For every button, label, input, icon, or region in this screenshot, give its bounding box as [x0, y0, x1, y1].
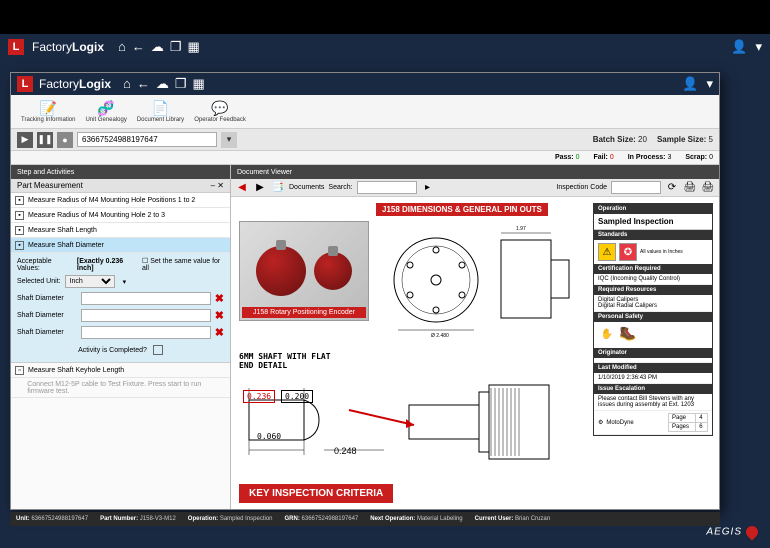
shaft-diameter-input[interactable]: [81, 309, 211, 322]
info-panel: Operation Sampled Inspection Standards ⚠…: [593, 203, 713, 436]
check-icon: ▪: [15, 211, 24, 220]
product-image: J158 Rotary Positioning Encoder: [239, 221, 369, 321]
dropdown-button[interactable]: ▾: [221, 132, 237, 148]
refresh-icon[interactable]: ⟳: [665, 181, 679, 195]
cert-icon: ✪: [619, 243, 637, 261]
app-brand: FactoryLogix: [32, 40, 104, 54]
right-pane: Document Viewer ◀ ▶ 📑 Documents Search: …: [231, 165, 719, 509]
toolbar: ▶ ❚❚ ● ▾ Batch Size: 20 Sample Size: 5: [11, 129, 719, 151]
stats: Batch Size: 20 Sample Size: 5: [593, 135, 713, 144]
dim-0200: 0.200: [281, 390, 313, 403]
dim-0236: 0.236: [243, 390, 275, 403]
user-icon[interactable]: 👤: [682, 76, 698, 92]
back-icon[interactable]: ←: [137, 76, 150, 92]
measurement-hint: Connect M12-5P cable to Test Fixture. Pr…: [11, 378, 230, 398]
stats-row2: Pass: 0 Fail: 0 In Process: 3 Scrap: 0: [11, 151, 719, 165]
stack-icon[interactable]: ❐: [175, 76, 187, 92]
nav-next-icon[interactable]: ▶: [253, 181, 267, 195]
boot-icon: 🥾: [619, 325, 639, 345]
serial-input[interactable]: [77, 132, 217, 147]
completed-checkbox[interactable]: [153, 345, 163, 355]
app-brand: FactoryLogix: [39, 77, 111, 91]
back-icon[interactable]: ←: [132, 39, 145, 55]
measurement-item[interactable]: ▪Measure Radius of M4 Mounting Hole 2 to…: [11, 208, 230, 223]
main-window: L FactoryLogix ⌂ ← ☁ ❐ ▦ 👤 ▾ 📝Tracking I…: [10, 72, 720, 510]
unit-dropdown-icon[interactable]: ▾: [123, 278, 127, 286]
svg-text:Ø 2.480: Ø 2.480: [431, 333, 449, 339]
unit-select[interactable]: Inch: [65, 275, 115, 288]
check-icon: ▫: [15, 366, 24, 375]
warning-icon: ⚠: [598, 243, 616, 261]
left-pane: Step and Activities Part Measurement– ✕ …: [11, 165, 231, 509]
shaft-diameter-input[interactable]: [81, 292, 211, 305]
ribbon-feedback[interactable]: 💬Operator Feedback: [190, 100, 250, 123]
measurement-item[interactable]: ▪Measure Shaft Length: [11, 223, 230, 238]
measurement-list: ▪Measure Radius of M4 Mounting Hole Posi…: [11, 193, 230, 253]
left-pane-header: Step and Activities: [11, 165, 230, 179]
banner-criteria: KEY INSPECTION CRITERIA: [239, 484, 393, 503]
check-icon: ▪: [15, 226, 24, 235]
dropdown-icon[interactable]: ▾: [755, 39, 762, 55]
clear-icon[interactable]: ✖: [215, 326, 224, 339]
part-measurement-header[interactable]: Part Measurement– ✕: [11, 179, 230, 193]
page-icon: 📄: [152, 100, 169, 117]
docviewer-toolbar: ◀ ▶ 📑 Documents Search: ▸ Inspection Cod…: [231, 179, 719, 197]
record-button[interactable]: ●: [57, 132, 73, 148]
document-area: J158 DIMENSIONS & GENERAL PIN OUTS J158 …: [231, 197, 719, 509]
ribbon-genealogy[interactable]: 🧬Unit Genealogy: [81, 100, 130, 123]
measurement-item-selected[interactable]: ▪Measure Shaft Diameter: [11, 238, 230, 253]
play-button[interactable]: ▶: [17, 132, 33, 148]
svg-text:0.248: 0.248: [334, 446, 357, 456]
check-icon: ▪: [15, 196, 24, 205]
dropdown-icon[interactable]: ▾: [706, 76, 713, 92]
dimension-drawing: Ø 2.480 1.97: [376, 205, 576, 345]
clear-icon[interactable]: ✖: [215, 292, 224, 305]
shaft-diameter-input[interactable]: [81, 326, 211, 339]
aegis-brand: AEGIS: [706, 526, 758, 538]
clear-icon[interactable]: ✖: [215, 309, 224, 322]
cloud-icon[interactable]: ☁: [156, 76, 169, 92]
tree-icon: 🧬: [97, 100, 114, 117]
documents-label: Documents: [289, 184, 324, 191]
stack-icon[interactable]: ❐: [170, 39, 182, 55]
acceptable-values-box: Acceptable Values: [Exactly 0.236 Inch] …: [11, 253, 230, 363]
measurement-item[interactable]: ▪Measure Radius of M4 Mounting Hole Posi…: [11, 193, 230, 208]
box-icon[interactable]: ▦: [188, 39, 200, 55]
logo-badge: L: [8, 39, 24, 55]
docs-icon[interactable]: 📑: [271, 181, 285, 195]
doc-icon: 📝: [40, 100, 57, 117]
user-icon[interactable]: 👤: [731, 39, 747, 55]
cloud-icon[interactable]: ☁: [151, 39, 164, 55]
status-bar: Unit: 63667524988197647 Part Number: J15…: [10, 512, 720, 526]
docviewer-header: Document Viewer: [231, 165, 719, 179]
motodyne-icon: ⚙: [598, 419, 603, 426]
nav-prev-icon[interactable]: ◀: [235, 181, 249, 195]
collapse-icon[interactable]: – ✕: [211, 181, 224, 190]
print2-icon[interactable]: 🖨: [701, 181, 715, 195]
search-input[interactable]: [357, 181, 417, 194]
chat-icon: 💬: [211, 100, 228, 117]
check-icon: ▪: [15, 241, 24, 250]
logo-badge: L: [17, 76, 33, 92]
print-icon[interactable]: 🖨: [683, 181, 697, 195]
main-titlebar: L FactoryLogix ⌂ ← ☁ ❐ ▦ 👤 ▾: [11, 73, 719, 95]
box-icon[interactable]: ▦: [193, 76, 205, 92]
search-go-icon[interactable]: ▸: [421, 181, 435, 195]
inspection-label: Inspection Code: [556, 184, 607, 191]
product-label: J158 Rotary Positioning Encoder: [242, 307, 366, 318]
dim-0060: 0.060: [257, 432, 281, 441]
search-label: Search:: [328, 184, 352, 191]
bg-topbar: L FactoryLogix ⌂ ← ☁ ❐ ▦ 👤 ▾: [0, 34, 770, 60]
ribbon-tracking[interactable]: 📝Tracking Information: [17, 100, 79, 123]
home-icon[interactable]: ⌂: [118, 39, 126, 55]
pause-button[interactable]: ❚❚: [37, 132, 53, 148]
shaft-drawing: 6MM SHAFT WITH FLAT END DETAIL 0.248: [239, 352, 569, 492]
home-icon[interactable]: ⌂: [123, 76, 131, 92]
ribbon: 📝Tracking Information 🧬Unit Genealogy 📄D…: [11, 95, 719, 129]
inspection-code-input[interactable]: [611, 181, 661, 194]
ribbon-doclib[interactable]: 📄Document Library: [133, 100, 188, 123]
measurement-item[interactable]: ▫Measure Shaft Keyhole Length: [11, 363, 230, 378]
svg-text:1.97: 1.97: [516, 226, 526, 232]
glove-icon: ✋: [598, 325, 616, 343]
